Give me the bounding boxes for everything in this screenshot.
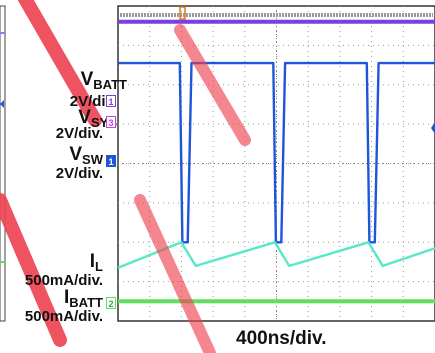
vbatt-label: VBATT: [81, 70, 127, 91]
vbatt-main: V: [80, 69, 94, 90]
vbatt-sub: BATT: [93, 77, 127, 92]
ch1-vsw-marker: 1: [106, 155, 116, 167]
vsys-main: V: [78, 107, 91, 128]
ibatt-sub: BATT: [69, 295, 103, 310]
ibatt-label: IBATT: [64, 288, 103, 309]
left-marker: [0, 100, 4, 108]
vsw-main: V: [69, 144, 83, 165]
ch2-marker: 2: [106, 297, 116, 309]
vsys-scale: 2V/div.: [55, 125, 103, 142]
ibatt-main: I: [64, 287, 70, 308]
vsw-sub: SW: [82, 152, 103, 167]
ch1-marker: 1: [106, 95, 116, 107]
il-main: I: [89, 251, 96, 272]
right-marker: [431, 122, 435, 134]
vsw-label: VSW: [69, 145, 103, 166]
time-scale-label: 400ns/div.: [236, 328, 327, 349]
ch3-marker: 3: [106, 116, 116, 128]
vbatt-scale: 2V/div.: [69, 93, 117, 110]
ibatt-scale: 500mA/div.: [24, 308, 103, 325]
left-panel-edge: [0, 5, 6, 322]
vsw-scale: 2V/div.: [55, 165, 103, 182]
il-label: IL: [90, 252, 103, 273]
trigger-marker: [179, 6, 186, 20]
screen-frame: [117, 5, 435, 322]
il-scale: 500mA/div.: [24, 272, 103, 289]
il-sub: L: [95, 259, 103, 274]
